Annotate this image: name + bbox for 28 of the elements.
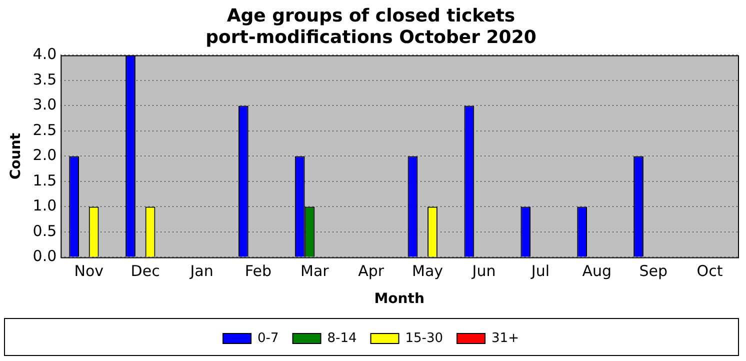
x-axis-title: Month: [374, 291, 424, 308]
x-tick-label: Apr: [358, 262, 385, 280]
chart-title: Age groups of closed tickets port-modifications October 2020: [206, 5, 536, 48]
x-tick-label: Jun: [471, 262, 496, 280]
y-tick-label: 3.5: [32, 70, 57, 88]
y-tick-label: 1.0: [32, 196, 57, 215]
legend-label: 0-7: [258, 330, 279, 346]
y-tick-label: 0.5: [32, 222, 57, 240]
x-tick-label: May: [412, 262, 444, 280]
x-tick-label: Sep: [639, 262, 668, 280]
y-tick-label: 3.0: [32, 96, 57, 114]
x-tick-label: Nov: [74, 262, 104, 280]
x-tick-label: Oct: [696, 262, 723, 280]
y-tick-label: 1.5: [32, 171, 57, 190]
x-tick-label: Aug: [582, 262, 612, 280]
y-axis-title: Count: [8, 132, 24, 180]
x-tick-label: Mar: [300, 262, 330, 280]
legend-label: 8-14: [327, 330, 357, 346]
legend-label: 31+: [492, 330, 519, 346]
y-tick-label: 2.5: [32, 120, 57, 139]
y-tick-label: 4.0: [32, 45, 57, 64]
y-tick-label: 2.0: [32, 146, 57, 164]
x-tick-label: Feb: [244, 262, 272, 280]
x-tick-label: Jan: [189, 262, 214, 280]
x-tick-label: Jul: [530, 262, 550, 280]
x-tick-label: Dec: [130, 262, 160, 280]
legend-label: 15-30: [405, 330, 444, 346]
y-tick-label: 0.0: [32, 247, 57, 266]
